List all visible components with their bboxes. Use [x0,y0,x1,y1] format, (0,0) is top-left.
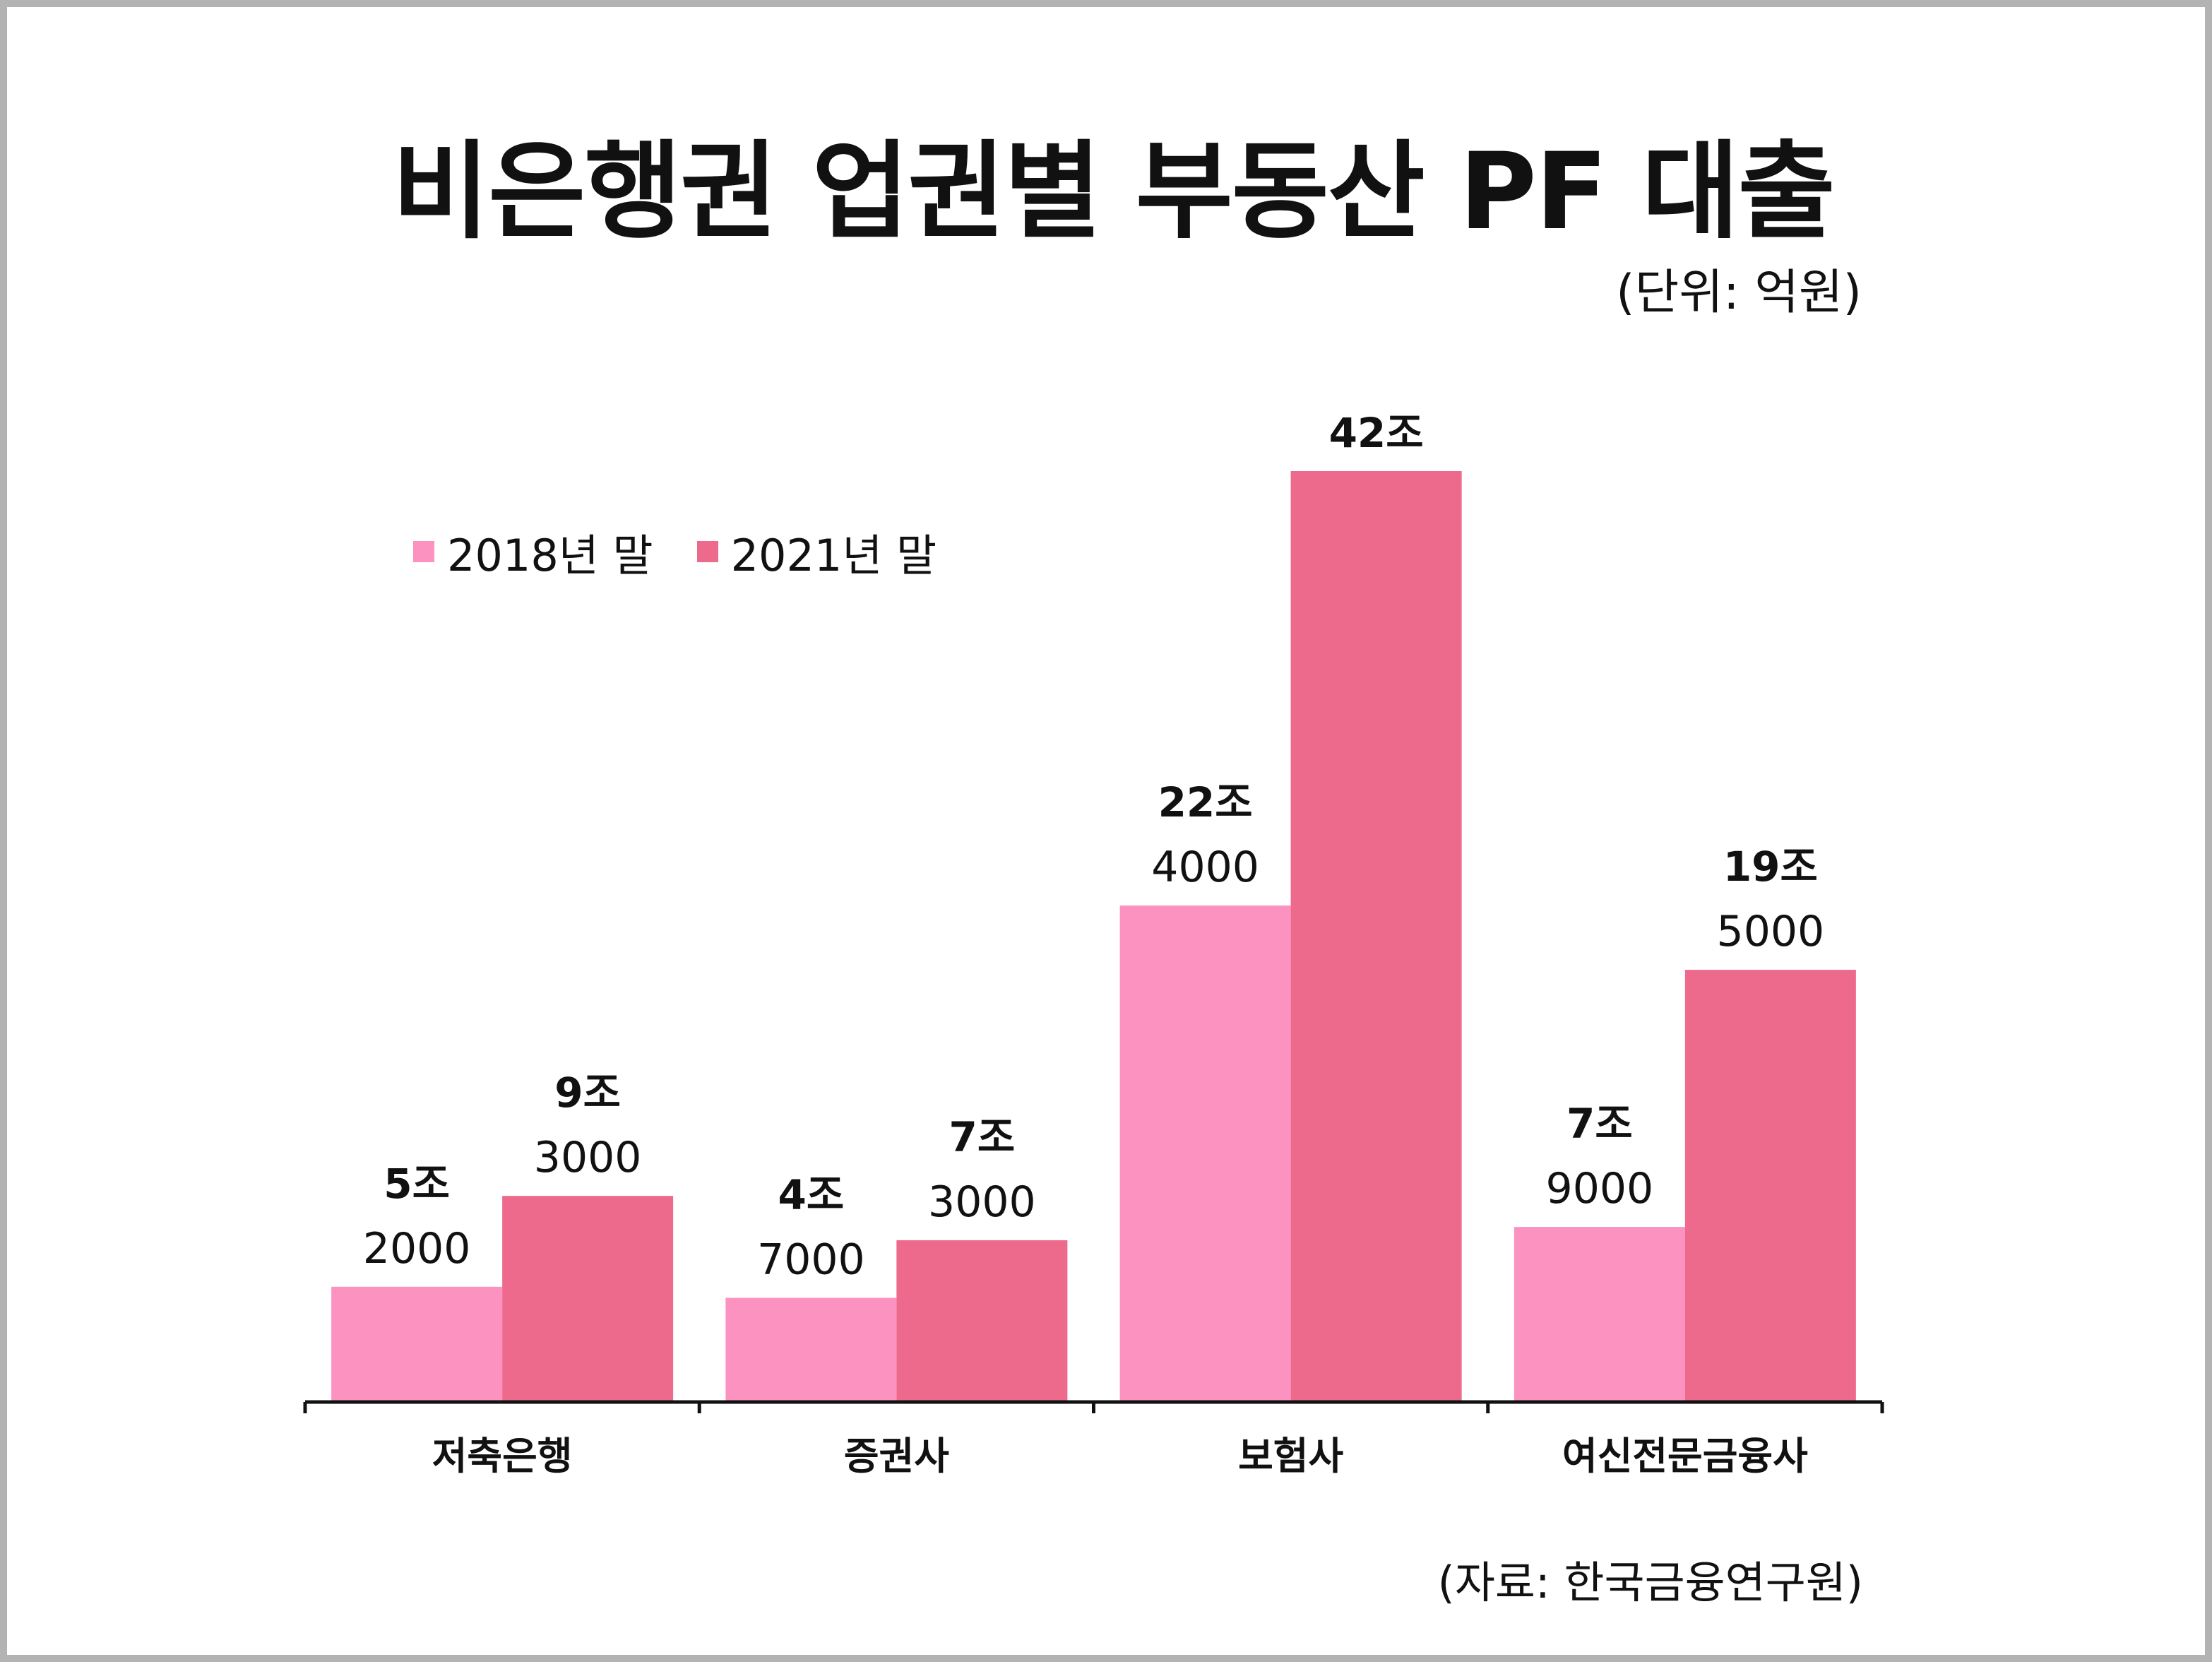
data-label-amount: 5000 [1717,907,1825,956]
data-label-amount: 3000 [928,1177,1036,1227]
bar-2021-2 [1290,471,1462,1402]
legend-label-2018: 2018년 말 [447,530,653,581]
data-label-jo: 4조 [778,1171,845,1219]
source-label: (자료: 한국금융연구원) [1437,1557,1863,1608]
data-label-jo: 5조 [383,1160,450,1208]
data-label-jo: 42조 [1329,409,1424,457]
legend-swatch-2018 [413,541,434,562]
legend: 2018년 말 2021년 말 [413,520,980,583]
data-label-jo: 22조 [1158,778,1253,826]
category-label: 여신전문금융사 [1562,1434,1808,1478]
data-label-amount: 3000 [534,1133,642,1182]
bar-2021-0 [502,1196,674,1402]
bar-2018-1 [725,1297,897,1402]
category-label: 저축은행 [432,1434,573,1478]
category-label: 증권사 [844,1434,949,1478]
data-label-amount: 7000 [757,1235,865,1285]
legend-item-2018: 2018년 말 [413,520,653,583]
data-label-amount: 4000 [1151,843,1259,892]
data-label-amount: 9000 [1546,1164,1654,1213]
bar-2021-3 [1684,970,1856,1402]
chart-title: 비은행권 업권별 부동산 PF 대출 [392,131,1835,254]
bar-2021-1 [896,1240,1068,1402]
data-label-jo: 9조 [554,1069,621,1117]
data-label-jo: 19조 [1723,843,1818,891]
data-label-jo: 7조 [949,1113,1016,1161]
unit-label: (단위: 억원) [1616,265,1862,321]
bar-2018-2 [1119,905,1291,1402]
data-label-jo: 7조 [1566,1100,1633,1148]
legend-swatch-2021 [696,541,718,562]
bar-2018-3 [1514,1227,1685,1402]
bar-2018-0 [331,1286,503,1402]
data-label-amount: 2000 [363,1224,471,1273]
legend-item-2021: 2021년 말 [696,520,937,583]
category-label: 보험사 [1238,1434,1343,1478]
legend-label-2021: 2021년 말 [730,530,937,581]
